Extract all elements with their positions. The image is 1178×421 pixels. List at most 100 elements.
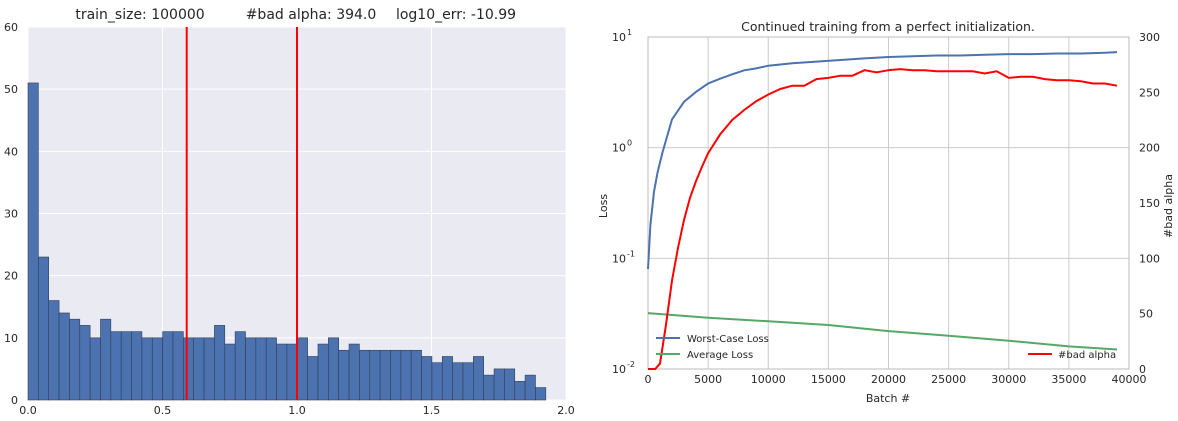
histogram-bar — [214, 325, 226, 401]
histogram-bar — [141, 337, 153, 401]
histogram-bar — [110, 331, 122, 401]
histogram-bar — [524, 374, 536, 401]
histogram-bar — [38, 256, 50, 401]
training-y-label: Loss — [597, 194, 610, 218]
histogram-bar — [307, 356, 319, 401]
histogram-bar — [286, 343, 298, 401]
histogram-bar — [504, 368, 516, 401]
training-y-tick-exponent: -2 — [627, 360, 635, 369]
histogram-x-tick-label: 2.0 — [557, 404, 575, 417]
histogram-bar — [369, 349, 381, 401]
histogram-y-tick-label: 20 — [4, 270, 18, 283]
training-y-tick-label: 10 — [612, 363, 626, 376]
histogram-bar — [48, 300, 60, 401]
training-y-tick-exponent: 0 — [627, 139, 632, 148]
histogram-bar — [338, 349, 350, 401]
training-plot-frame — [647, 36, 1130, 370]
training-x-tick-label: 5000 — [694, 373, 722, 386]
histogram-bar — [462, 362, 474, 401]
histogram-bar — [69, 318, 81, 401]
histogram-x-tick-label: 1.0 — [288, 404, 306, 417]
training-x-tick-label: 10000 — [751, 373, 786, 386]
training-x-ticks: 0 5000 10000 15000 20000 25000 30000 35000 40000 — [645, 373, 1147, 386]
histogram-bar — [535, 387, 547, 401]
histogram-chart: 0.0 0.5 1.0 1.5 2.0 0 10 20 30 40 50 60 train_size… — [4, 7, 575, 417]
histogram-y-tick-label: 10 — [4, 332, 18, 345]
histogram-bar — [317, 343, 329, 401]
histogram-bar — [296, 337, 308, 401]
histogram-bar — [245, 337, 257, 401]
histogram-bar — [172, 331, 184, 401]
training-x-tick-label: 20000 — [871, 373, 906, 386]
histogram-bar — [473, 356, 484, 401]
histogram-bar — [162, 331, 174, 401]
histogram-bar — [265, 337, 277, 401]
histogram-bar — [390, 349, 402, 401]
training-right-y-tick-label: 200 — [1139, 142, 1160, 155]
training-right-y-tick-label: 250 — [1139, 86, 1160, 99]
training-x-tick-label: 0 — [645, 373, 652, 386]
histogram-title-bad-alpha: #bad alpha: 394.0 — [246, 7, 377, 23]
histogram-bar — [183, 337, 195, 401]
histogram-y-tick-label: 40 — [4, 145, 18, 158]
series-line-average-loss — [647, 312, 1118, 351]
histogram-y-tick-label: 60 — [4, 21, 18, 34]
training-y-tick-label: 10 — [612, 142, 626, 155]
histogram-bar — [79, 325, 91, 401]
histogram-bar — [234, 331, 246, 401]
histogram-title-train-size: train_size: 100000 — [75, 7, 204, 23]
training-right-y-tick-label: 300 — [1139, 31, 1160, 44]
training-x-tick-label: 40000 — [1112, 373, 1147, 386]
histogram-bar — [120, 331, 132, 401]
histogram-y-ticks: 0 10 20 30 40 50 60 — [4, 21, 18, 407]
histogram-bar — [224, 343, 236, 401]
histogram-y-tick-label: 0 — [11, 394, 18, 407]
histogram-bar — [359, 349, 371, 401]
histogram-bar — [493, 368, 505, 401]
histogram-bar — [100, 318, 112, 401]
training-chart: 0 5000 10000 15000 20000 25000 30000 35000 40000… — [597, 19, 1175, 405]
histogram-bar — [483, 374, 495, 401]
legend-average-loss-label: Average Loss — [687, 350, 753, 361]
legend-left: Worst-Case Loss Average Loss — [656, 334, 769, 361]
series-line-bad-alpha — [648, 68, 1118, 370]
training-y-tick-label: 10 — [612, 31, 626, 44]
histogram-x-tick-label: 1.5 — [423, 404, 441, 417]
training-x-tick-label: 25000 — [931, 373, 966, 386]
histogram-bar — [431, 362, 443, 401]
histogram-y-tick-label: 50 — [4, 83, 18, 96]
legend-right: #bad alpha — [1028, 350, 1116, 361]
histogram-threshold-lines — [185, 27, 298, 400]
histogram-bar — [514, 381, 526, 401]
histogram-bar — [348, 343, 360, 401]
training-right-y-tick-label: 100 — [1139, 252, 1160, 265]
histogram-x-ticks: 0.0 0.5 1.0 1.5 2.0 — [19, 404, 575, 417]
histogram-bar — [441, 356, 453, 401]
histogram-bar — [58, 312, 70, 401]
training-right-y-tick-label: 0 — [1139, 363, 1146, 376]
histogram-bar — [131, 331, 143, 401]
histogram-bar — [328, 337, 339, 401]
histogram-bar — [379, 349, 391, 401]
training-title: Continued training from a perfect initia… — [741, 19, 1035, 34]
histogram-bar — [421, 356, 433, 401]
series-line-worst-case-loss — [647, 51, 1118, 270]
histogram-bar — [452, 362, 464, 401]
histogram-bar — [276, 343, 288, 401]
histogram-title-log-err: log10_err: -10.99 — [396, 7, 516, 23]
training-y-tick-exponent: -1 — [627, 249, 635, 258]
histogram-y-tick-label: 30 — [4, 208, 18, 221]
histogram-bars — [27, 82, 547, 401]
training-series-lines — [647, 51, 1118, 370]
training-x-tick-label: 30000 — [991, 373, 1026, 386]
histogram-bar — [89, 337, 101, 401]
histogram-bar — [193, 337, 205, 401]
training-x-tick-label: 15000 — [811, 373, 846, 386]
histogram-bar — [255, 337, 267, 401]
training-right-y-tick-label: 50 — [1139, 308, 1153, 321]
training-x-tick-label: 35000 — [1051, 373, 1086, 386]
histogram-x-tick-label: 0.0 — [19, 404, 37, 417]
legend-bad-alpha-label: #bad alpha — [1058, 350, 1116, 361]
